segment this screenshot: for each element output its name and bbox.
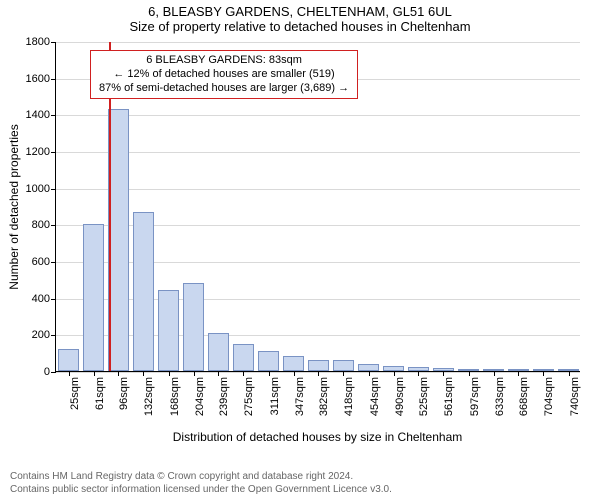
x-tick-mark <box>269 371 270 376</box>
histogram-bar <box>208 333 229 372</box>
chart-title: 6, BLEASBY GARDENS, CHELTENHAM, GL51 6UL <box>0 4 600 19</box>
histogram-bar <box>283 356 304 371</box>
x-tick-mark <box>94 371 95 376</box>
x-tick-mark <box>243 371 244 376</box>
chart-container: 6, BLEASBY GARDENS, CHELTENHAM, GL51 6UL… <box>0 0 600 500</box>
x-tick-mark <box>318 371 319 376</box>
histogram-bar <box>83 224 104 371</box>
y-tick-label: 600 <box>32 256 56 268</box>
x-tick-label: 561sqm <box>443 377 455 416</box>
x-tick-label: 25sqm <box>69 377 81 410</box>
y-tick-label: 400 <box>32 293 56 305</box>
x-tick-label: 597sqm <box>469 377 481 416</box>
grid-line <box>56 189 580 190</box>
histogram-bar <box>308 360 329 371</box>
x-tick-mark <box>343 371 344 376</box>
x-tick-mark <box>118 371 119 376</box>
footer-line: Contains public sector information licen… <box>10 484 392 497</box>
x-tick-mark <box>469 371 470 376</box>
x-tick-label: 454sqm <box>369 377 381 416</box>
x-tick-label: 61sqm <box>94 377 106 410</box>
x-tick-mark <box>369 371 370 376</box>
histogram-bar <box>233 344 254 372</box>
footer: Contains HM Land Registry data © Crown c… <box>10 471 392 496</box>
x-tick-mark <box>294 371 295 376</box>
x-tick-mark <box>69 371 70 376</box>
histogram-bar <box>183 283 204 371</box>
info-box-line: 6 BLEASBY GARDENS: 83sqm <box>99 54 349 68</box>
x-tick-label: 525sqm <box>418 377 430 416</box>
x-tick-label: 204sqm <box>194 377 206 416</box>
grid-line <box>56 152 580 153</box>
x-tick-label: 668sqm <box>518 377 530 416</box>
x-tick-label: 311sqm <box>269 377 281 415</box>
x-tick-label: 275sqm <box>243 377 255 416</box>
histogram-bar <box>58 349 79 371</box>
x-tick-mark <box>143 371 144 376</box>
info-box-line: 87% of semi-detached houses are larger (… <box>99 82 349 96</box>
y-tick-label: 1400 <box>26 109 56 121</box>
histogram-bar <box>158 290 179 371</box>
y-tick-label: 200 <box>32 329 56 341</box>
y-tick-label: 1000 <box>26 183 56 195</box>
x-tick-mark <box>494 371 495 376</box>
y-tick-label: 1200 <box>26 146 56 158</box>
grid-line <box>56 42 580 43</box>
histogram-bar <box>133 212 154 372</box>
x-tick-mark <box>218 371 219 376</box>
histogram-bar <box>358 364 379 371</box>
info-box: 6 BLEASBY GARDENS: 83sqm← 12% of detache… <box>90 50 358 99</box>
x-tick-mark <box>543 371 544 376</box>
x-tick-mark <box>169 371 170 376</box>
y-tick-label: 800 <box>32 219 56 231</box>
histogram-bar <box>333 360 354 371</box>
x-tick-label: 96sqm <box>118 377 130 410</box>
x-axis-label: Distribution of detached houses by size … <box>173 430 463 444</box>
chart-subtitle: Size of property relative to detached ho… <box>0 19 600 34</box>
x-tick-mark <box>569 371 570 376</box>
x-tick-label: 239sqm <box>218 377 230 416</box>
y-tick-label: 1800 <box>26 36 56 48</box>
x-tick-label: 382sqm <box>318 377 330 416</box>
x-tick-mark <box>443 371 444 376</box>
x-tick-label: 347sqm <box>294 377 306 416</box>
x-tick-label: 132sqm <box>143 377 155 416</box>
histogram-bar <box>258 351 279 371</box>
x-tick-label: 704sqm <box>543 377 555 416</box>
y-axis-label: Number of detached properties <box>7 124 21 289</box>
grid-line <box>56 115 580 116</box>
x-tick-mark <box>518 371 519 376</box>
x-tick-mark <box>418 371 419 376</box>
x-tick-mark <box>394 371 395 376</box>
x-tick-label: 740sqm <box>569 377 581 416</box>
y-tick-label: 0 <box>44 366 56 378</box>
x-tick-label: 633sqm <box>494 377 506 416</box>
x-tick-mark <box>194 371 195 376</box>
info-box-line: ← 12% of detached houses are smaller (51… <box>99 68 349 82</box>
x-tick-label: 490sqm <box>394 377 406 416</box>
x-tick-label: 418sqm <box>343 377 355 416</box>
y-tick-label: 1600 <box>26 73 56 85</box>
x-tick-label: 168sqm <box>169 377 181 416</box>
footer-line: Contains HM Land Registry data © Crown c… <box>10 471 392 484</box>
